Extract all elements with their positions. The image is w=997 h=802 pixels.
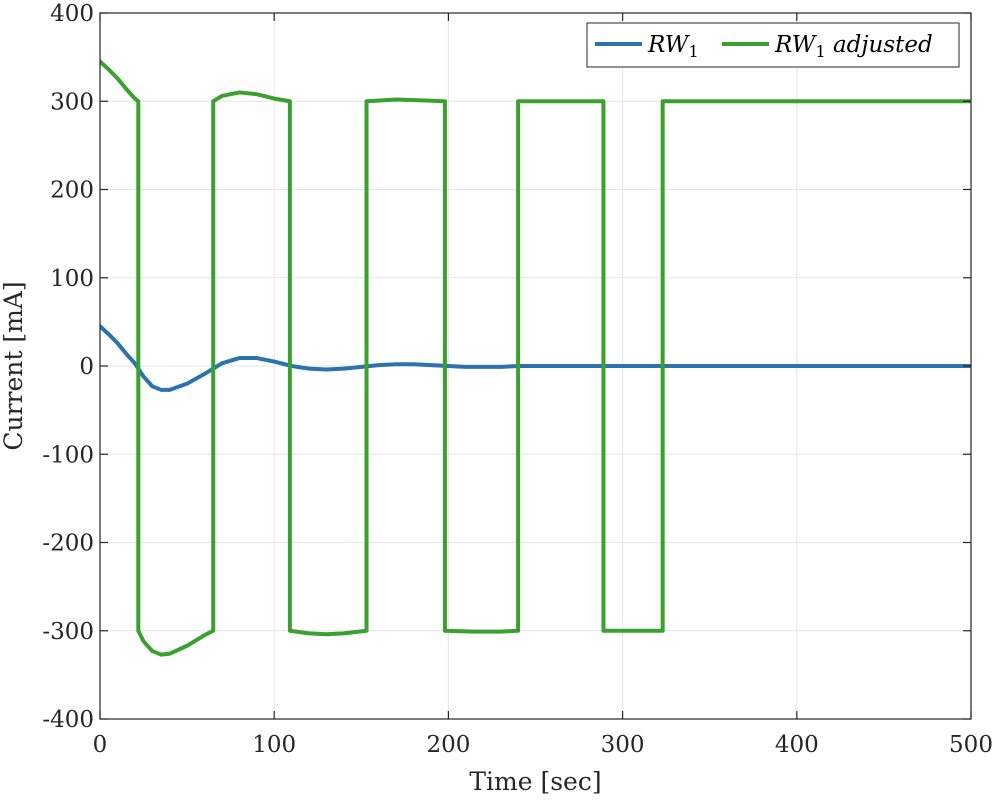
x-tick-label: 500 bbox=[949, 732, 993, 758]
ticks: 0 100 200 300 400 500 400 300 200 100 0 -100 -200 -30… bbox=[42, 1, 993, 758]
y-tick-label: -200 bbox=[42, 531, 94, 557]
legend: RW1 RW1 adjusted bbox=[586, 22, 960, 68]
x-tick-label: 200 bbox=[426, 732, 470, 758]
legend-label: RW1 bbox=[647, 32, 699, 61]
x-tick-label: 300 bbox=[601, 732, 645, 758]
x-tick-label: 100 bbox=[252, 732, 296, 758]
y-tick-label: 300 bbox=[50, 89, 94, 115]
x-tick-label: 400 bbox=[775, 732, 819, 758]
y-tick-label: 0 bbox=[79, 354, 94, 380]
x-axis-label: Time [sec] bbox=[469, 767, 601, 796]
series-layer bbox=[100, 59, 971, 657]
y-tick-label: 400 bbox=[50, 1, 94, 27]
y-axis-label: Current [mA] bbox=[0, 281, 28, 450]
series-line-rw1 bbox=[100, 324, 971, 392]
y-tick-label: -300 bbox=[42, 619, 94, 645]
series-line-rw1-adjusted bbox=[100, 59, 971, 657]
y-tick-label: -100 bbox=[42, 442, 94, 468]
y-tick-label: 100 bbox=[50, 266, 94, 292]
x-tick-label: 0 bbox=[93, 732, 108, 758]
y-tick-label: -400 bbox=[42, 707, 94, 733]
legend-box bbox=[586, 22, 960, 68]
legend-label: RW1 adjusted bbox=[774, 32, 933, 61]
y-tick-label: 200 bbox=[50, 178, 94, 204]
